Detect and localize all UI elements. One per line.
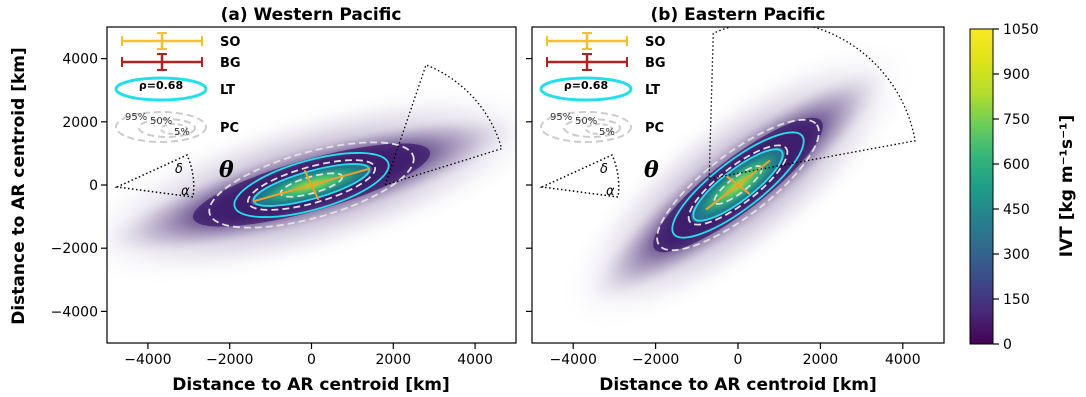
panel-b-ticks: −4000 −2000 0 2000 4000 <box>526 57 921 368</box>
panel-b-title: (b) Eastern Pacific <box>651 5 826 25</box>
colorbar-tick-label: 450 <box>1003 202 1030 218</box>
panel-b-lt-contour-1 <box>671 131 805 239</box>
panel-a-ytick-label: 4000 <box>62 52 98 68</box>
panel-a-ytick-label: −2000 <box>51 241 98 257</box>
panel-b-xtick-label: 4000 <box>885 352 921 368</box>
panel-b-xtick-label: −2000 <box>632 352 679 368</box>
panel-b-pc-contour-50pct <box>687 144 789 226</box>
legend-so-label: SO <box>220 35 240 50</box>
legend-rho-label: ρ=0.68 <box>139 79 183 92</box>
panel-a-xtick-label: −2000 <box>206 352 253 368</box>
legend-theta-symbol: θ <box>219 157 234 183</box>
legend-pc-label: PC <box>220 121 239 136</box>
legend-lt-label: LT <box>220 83 235 98</box>
legend-pc-ellipse-95 <box>540 111 632 143</box>
panel-a-ytick-label: 2000 <box>62 115 98 131</box>
panel-a-xtick-label: −4000 <box>124 352 171 368</box>
panel-b-so-minor-axis <box>725 175 751 195</box>
legend-alpha-symbol: α <box>181 184 190 199</box>
legend-so-label: SO <box>645 35 665 50</box>
panel-a-title: (a) Western Pacific <box>221 5 402 25</box>
legend-bg-label: BG <box>220 56 241 71</box>
legend-bg-label: BG <box>645 56 666 71</box>
legend-lt-ellipse <box>114 76 208 102</box>
panel-a-so-minor-axis <box>303 169 320 201</box>
panel-b-xtick-label: 2000 <box>803 352 839 368</box>
colorbar-label: IVT [kg m⁻¹s⁻¹] <box>1057 115 1077 258</box>
panel-a-ytick-label: −4000 <box>51 304 98 320</box>
panel-b-xlabel: Distance to AR centroid [km] <box>599 375 877 395</box>
panel-a-legend: SO BG ρ=0.68 LT 95% 50%5% PC δα θ <box>114 32 241 199</box>
panel-a-xtick-label: 4000 <box>457 352 493 368</box>
legend-lt-ellipse <box>539 76 633 102</box>
panel-a-pc-contour-95pct <box>208 141 415 229</box>
legend-angle-schematic <box>539 154 620 198</box>
panel-a-ytick-label: 0 <box>89 178 98 194</box>
legend-pc-ellipse-50 <box>563 118 621 138</box>
colorbar-tick-label: 900 <box>1003 67 1030 83</box>
panel-b-legend: SO BG ρ=0.68 LT 95% 50%5% PC δα θ <box>539 32 666 199</box>
panel-a-ylabel: Distance to AR centroid [km] <box>9 47 29 325</box>
panel-a-ticks: −4000 −2000 0 2000 4000 −4000 −2000 0 2000 4000 <box>51 52 493 368</box>
legend-pc-label: PC <box>645 121 664 136</box>
legend-pc-ellipse-5 <box>160 123 188 135</box>
legend-pc-ellipse-5 <box>585 123 613 135</box>
panel-b-xtick-label: −4000 <box>550 352 597 368</box>
panel-a-lt-contour-1 <box>233 152 390 218</box>
panel-a-xtick-label: 0 <box>307 352 316 368</box>
panel-a-pc-contour-50pct <box>246 159 377 211</box>
panel-a-theta-wedge <box>384 64 503 187</box>
legend-alpha-symbol: α <box>606 184 615 199</box>
legend-pc-95-label: 95% <box>550 112 572 123</box>
legend-pc-50-label: 50% <box>575 116 597 127</box>
panel-b-lt-contour-2 <box>692 148 784 222</box>
colorbar-tick-label: 600 <box>1003 157 1030 173</box>
legend-angle-schematic <box>114 154 195 198</box>
panel-b-plot <box>557 27 919 332</box>
colorbar-tick-label: 0 <box>1003 337 1012 353</box>
legend-lt-label: LT <box>645 83 660 98</box>
colorbar-tick-label: 750 <box>1003 112 1030 128</box>
panel-a-xlabel: Distance to AR centroid [km] <box>172 375 450 395</box>
colorbar-tick-label: 1050 <box>1003 22 1039 38</box>
legend-theta-symbol: θ <box>644 157 659 183</box>
panel-b-xtick-label: 0 <box>734 352 743 368</box>
colorbar-ticks: 0 150 300 450 600 750 900 1050 <box>993 22 1039 353</box>
legend-pc-95-label: 95% <box>125 112 147 123</box>
colorbar <box>969 28 994 345</box>
legend-pc-5-label: 5% <box>599 127 615 138</box>
legend-pc-ellipse-50 <box>138 118 196 138</box>
legend-rho-label: ρ=0.68 <box>564 79 608 92</box>
panel-a-plot <box>107 64 516 286</box>
colorbar-tick-label: 300 <box>1003 247 1030 263</box>
panel-a-xtick-label: 2000 <box>375 352 411 368</box>
panel-b-theta-wedge <box>708 27 916 180</box>
legend-pc-5-label: 5% <box>174 127 190 138</box>
legend-delta-symbol: δ <box>175 162 183 177</box>
legend-pc-ellipse-95 <box>115 111 207 143</box>
legend-delta-symbol: δ <box>600 162 608 177</box>
colorbar-tick-label: 150 <box>1003 292 1030 308</box>
legend-pc-50-label: 50% <box>150 116 172 127</box>
